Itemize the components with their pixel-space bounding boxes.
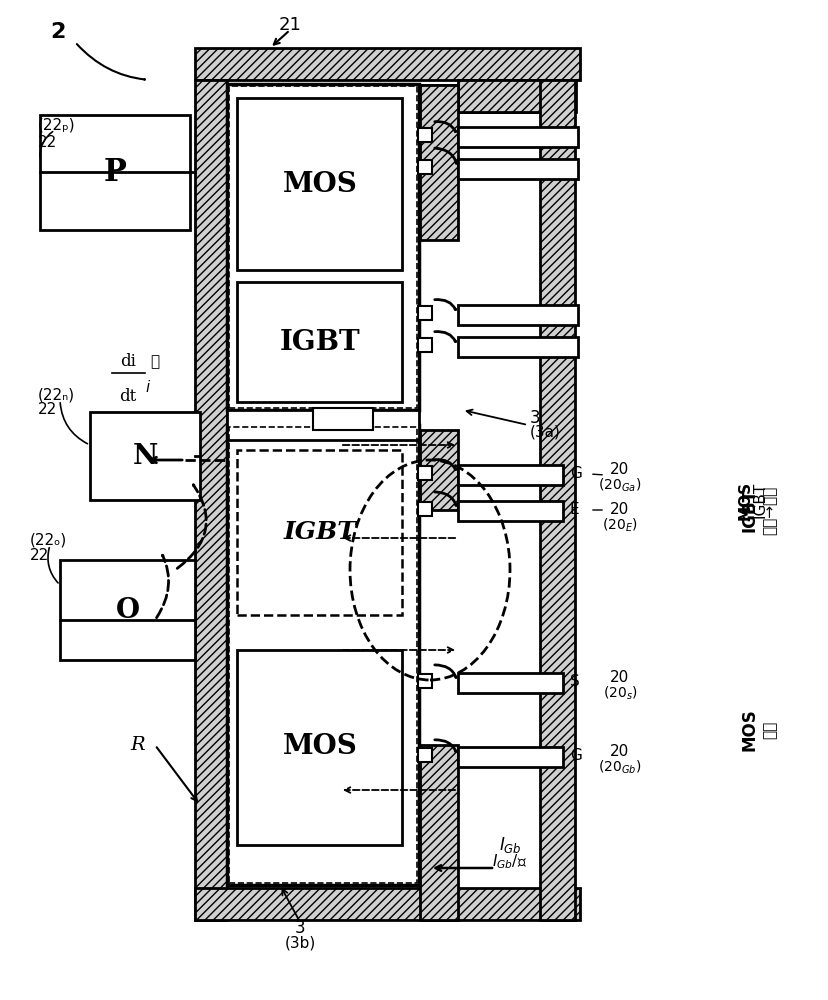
Bar: [227, 410, 418, 440]
FancyArrowPatch shape: [434, 148, 456, 163]
Text: $(20_{s})$: $(20_{s})$: [602, 684, 637, 702]
Text: IGBT: IGBT: [283, 520, 356, 544]
Bar: [457, 127, 577, 147]
Bar: [237, 650, 402, 845]
FancyArrowPatch shape: [434, 492, 455, 505]
FancyArrowPatch shape: [434, 740, 455, 752]
Text: $I_{Gb}$: $I_{Gb}$: [498, 835, 521, 855]
Bar: [195, 80, 227, 920]
Bar: [417, 128, 431, 142]
Bar: [457, 501, 562, 521]
Bar: [40, 115, 190, 230]
Text: G: G: [570, 466, 581, 482]
FancyArrowPatch shape: [434, 460, 455, 470]
Bar: [227, 425, 418, 885]
Bar: [195, 48, 580, 80]
FancyArrowPatch shape: [434, 122, 455, 132]
Bar: [420, 85, 457, 240]
Text: 20: 20: [609, 670, 628, 686]
Bar: [417, 306, 431, 320]
Bar: [417, 502, 431, 516]
Bar: [457, 673, 562, 693]
Bar: [90, 412, 200, 500]
Bar: [237, 98, 402, 270]
FancyArrowPatch shape: [434, 332, 455, 342]
Text: MOS: MOS: [282, 171, 357, 198]
Text: 低: 低: [150, 355, 159, 369]
Bar: [457, 747, 562, 767]
Text: 20: 20: [609, 502, 628, 518]
FancyArrowPatch shape: [156, 555, 168, 618]
Text: $(20_{Ga})$: $(20_{Ga})$: [598, 476, 641, 494]
Text: i: i: [146, 379, 150, 394]
Text: IGBT: IGBT: [752, 482, 767, 518]
Text: (22ₙ): (22ₙ): [38, 387, 75, 402]
Text: MOS: MOS: [282, 733, 357, 760]
Text: N: N: [132, 442, 157, 470]
Bar: [417, 466, 431, 480]
Text: dt: dt: [119, 388, 137, 405]
Text: IGBT: IGBT: [279, 328, 360, 356]
Bar: [237, 450, 402, 615]
Bar: [237, 282, 402, 402]
Text: 22: 22: [38, 135, 57, 150]
Bar: [457, 305, 577, 325]
Text: 导通→截止: 导通→截止: [762, 485, 777, 535]
Bar: [195, 888, 580, 920]
Text: $I_{Gb}$/小: $I_{Gb}$/小: [492, 853, 527, 871]
Polygon shape: [420, 85, 575, 112]
Bar: [60, 560, 195, 660]
FancyArrowPatch shape: [77, 44, 145, 80]
Text: 3: 3: [294, 919, 305, 937]
Text: G: G: [570, 748, 581, 764]
Text: O: O: [116, 596, 140, 624]
Text: R: R: [131, 736, 145, 754]
Bar: [313, 408, 373, 430]
Text: MOS: MOS: [740, 709, 758, 751]
Text: 20: 20: [609, 462, 628, 478]
Text: (22ₚ): (22ₚ): [38, 118, 75, 133]
Text: 2: 2: [51, 22, 65, 42]
Bar: [417, 748, 431, 762]
Bar: [417, 338, 431, 352]
Text: 20: 20: [609, 744, 628, 760]
Text: E: E: [570, 502, 579, 518]
Text: $(20_{Gb})$: $(20_{Gb})$: [598, 758, 641, 776]
FancyArrowPatch shape: [177, 485, 206, 568]
Bar: [417, 160, 431, 174]
Text: (3b): (3b): [284, 935, 315, 950]
Bar: [539, 80, 575, 920]
Bar: [420, 745, 457, 920]
Text: P: P: [104, 157, 127, 188]
Bar: [457, 465, 562, 485]
FancyArrowPatch shape: [434, 300, 455, 310]
Bar: [457, 159, 577, 179]
Text: (3a): (3a): [529, 424, 561, 440]
Text: $(20_{E})$: $(20_{E})$: [601, 516, 638, 534]
Bar: [229, 86, 416, 408]
Text: 22: 22: [38, 402, 57, 418]
Text: S: S: [570, 674, 579, 690]
Bar: [457, 80, 575, 112]
Bar: [457, 337, 577, 357]
Bar: [227, 84, 418, 410]
Text: (22ₒ): (22ₒ): [30, 532, 67, 548]
Text: IGBT: IGBT: [740, 488, 758, 532]
Bar: [420, 430, 457, 510]
Bar: [229, 427, 416, 883]
FancyArrowPatch shape: [434, 665, 455, 677]
Text: 21: 21: [278, 16, 301, 34]
Text: 截止: 截止: [762, 721, 777, 739]
Text: 22: 22: [30, 548, 49, 562]
Text: MOS: MOS: [737, 480, 752, 520]
Text: di: di: [120, 353, 136, 370]
Bar: [417, 674, 431, 688]
Text: 3: 3: [529, 409, 540, 427]
